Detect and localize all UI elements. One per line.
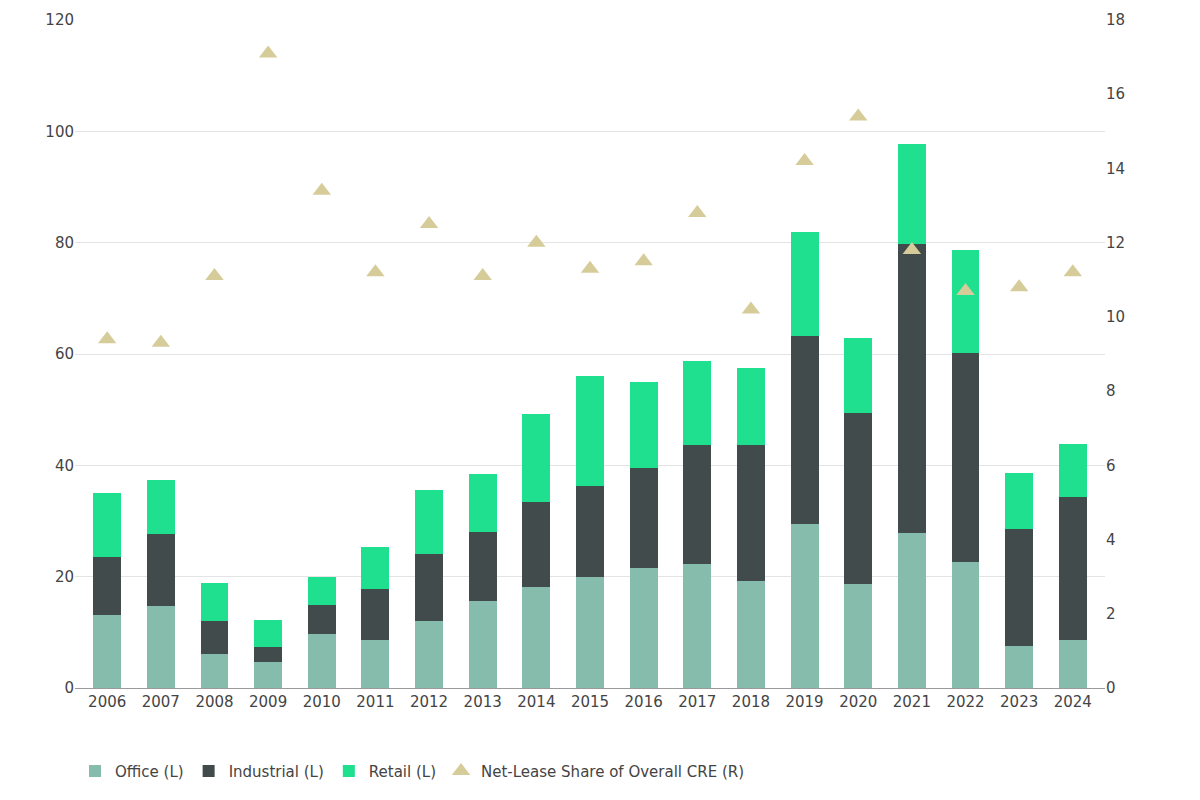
svg-text:2007: 2007 <box>142 693 180 711</box>
svg-text:2013: 2013 <box>464 693 502 711</box>
svg-text:2018: 2018 <box>732 693 770 711</box>
svg-text:40: 40 <box>55 457 74 475</box>
svg-text:2021: 2021 <box>893 693 931 711</box>
svg-text:14: 14 <box>1106 160 1125 178</box>
svg-text:2008: 2008 <box>195 693 233 711</box>
svg-text:2023: 2023 <box>1000 693 1038 711</box>
svg-text:2024: 2024 <box>1054 693 1092 711</box>
svg-text:2016: 2016 <box>625 693 663 711</box>
svg-text:Industrial (L): Industrial (L) <box>229 763 324 781</box>
svg-text:0: 0 <box>1106 679 1116 697</box>
svg-text:2011: 2011 <box>356 693 394 711</box>
svg-text:18: 18 <box>1106 11 1125 29</box>
svg-text:Office (L): Office (L) <box>115 763 184 781</box>
svg-text:20: 20 <box>55 568 74 586</box>
svg-text:2015: 2015 <box>571 693 609 711</box>
svg-text:80: 80 <box>55 234 74 252</box>
svg-text:2022: 2022 <box>946 693 984 711</box>
svg-text:10: 10 <box>1106 308 1125 326</box>
svg-text:2019: 2019 <box>785 693 823 711</box>
svg-text:4: 4 <box>1106 531 1116 549</box>
svg-text:0: 0 <box>64 679 74 697</box>
svg-text:2020: 2020 <box>839 693 877 711</box>
svg-text:Net-Lease Share of Overall CRE: Net-Lease Share of Overall CRE (R) <box>481 763 744 781</box>
svg-text:2014: 2014 <box>517 693 555 711</box>
svg-text:16: 16 <box>1106 85 1125 103</box>
svg-text:100: 100 <box>45 123 74 141</box>
svg-text:8: 8 <box>1106 382 1116 400</box>
svg-text:2009: 2009 <box>249 693 287 711</box>
svg-text:60: 60 <box>55 345 74 363</box>
svg-text:120: 120 <box>45 11 74 29</box>
svg-text:2006: 2006 <box>88 693 126 711</box>
svg-text:Retail (L): Retail (L) <box>369 763 436 781</box>
svg-text:2012: 2012 <box>410 693 448 711</box>
svg-text:2: 2 <box>1106 605 1116 623</box>
svg-text:2010: 2010 <box>303 693 341 711</box>
svg-text:12: 12 <box>1106 234 1125 252</box>
svg-text:6: 6 <box>1106 457 1116 475</box>
svg-text:2017: 2017 <box>678 693 716 711</box>
